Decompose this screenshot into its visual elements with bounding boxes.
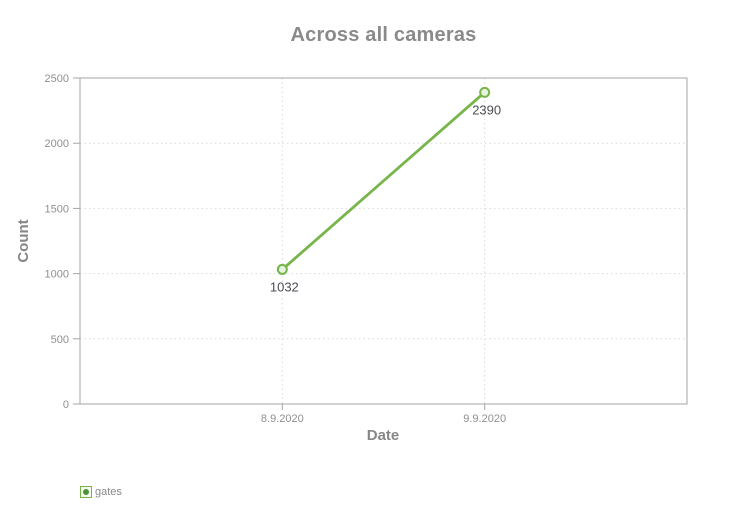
x-axis-title: Date: [367, 427, 400, 444]
series-line: [280, 90, 487, 271]
y-tick-label: 0: [63, 399, 69, 411]
data-point-marker[interactable]: [479, 86, 491, 98]
y-axis-title: Count: [15, 219, 32, 262]
legend-item-gates[interactable]: gates: [80, 486, 122, 498]
x-tick-label: 8.9.2020: [261, 413, 304, 425]
y-tick-label: 500: [51, 334, 69, 346]
data-point-marker[interactable]: [276, 263, 288, 275]
series-dot-icon: [83, 489, 89, 495]
x-tick-label: 9.9.2020: [463, 413, 506, 425]
y-tick-label: 1000: [45, 269, 69, 281]
legend-series-label: gates: [95, 486, 122, 498]
series-marker-icon: [80, 486, 92, 498]
chart-title: Across all cameras: [290, 24, 477, 46]
y-tick-label: 1500: [45, 203, 69, 215]
data-point-label: 1032: [270, 279, 299, 294]
y-tick-label: 2000: [45, 138, 69, 150]
y-tick-label: 2500: [45, 73, 69, 85]
plot-area: 0 500 1000 1500 2000 2500 8.9.2020 9.9.2020 1032…: [45, 73, 688, 425]
data-point-label: 2390: [472, 102, 501, 117]
plot-border: [79, 77, 688, 405]
